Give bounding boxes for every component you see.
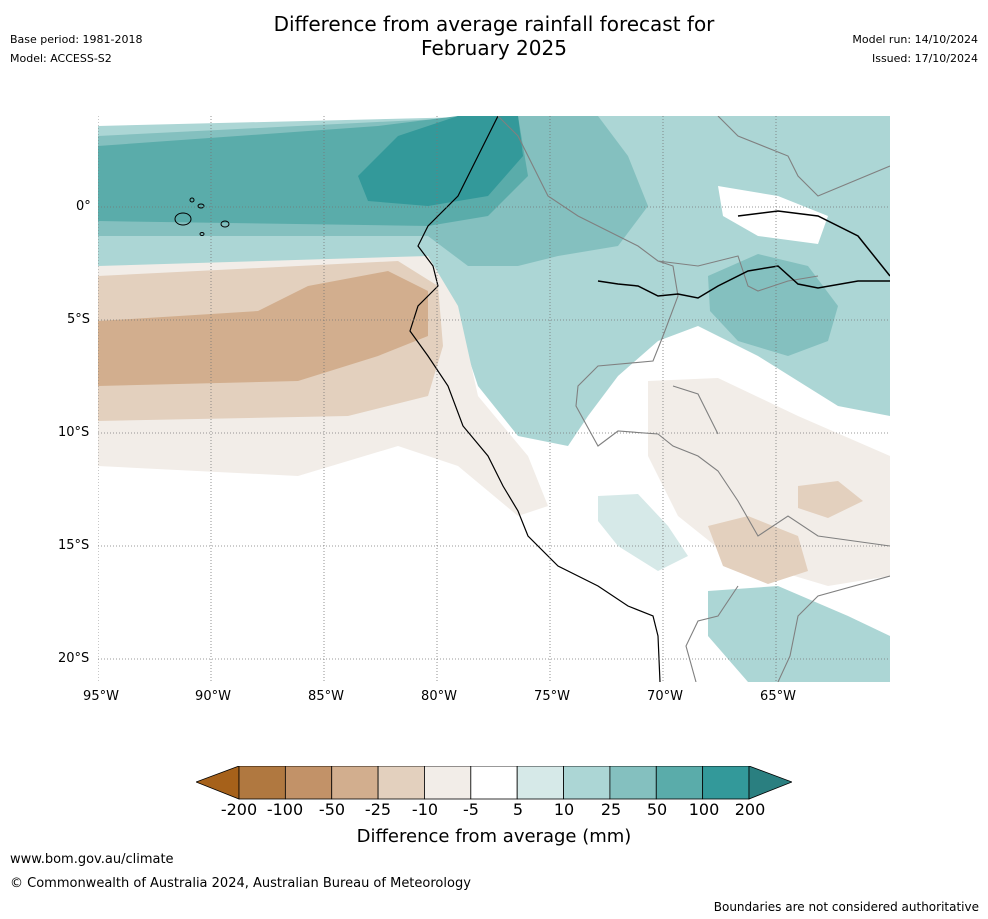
disclaimer: Boundaries are not considered authoritat…	[713, 900, 979, 914]
colorbar-label: Difference from average (mm)	[356, 826, 632, 847]
lat-label-20s: 20°S	[58, 651, 90, 666]
model-label: Model: ACCESS-S2	[10, 52, 112, 65]
wet-south-5mm	[598, 494, 688, 571]
colorbar-extend-low	[196, 766, 240, 800]
galapagos-islands	[174, 197, 230, 236]
lon-label-80w: 80°W	[421, 689, 457, 704]
colorbar-cell	[702, 766, 750, 800]
colorbar-tick-label: 200	[734, 800, 766, 819]
colorbar-tick-label: -10	[411, 800, 439, 819]
colorbar-tick-label: -200	[220, 800, 258, 819]
lon-label-95w: 95°W	[83, 689, 119, 704]
wet-south-10mm	[708, 586, 890, 682]
base-period-label: Base period: 1981-2018	[10, 33, 143, 46]
colorbar-cell	[424, 766, 472, 800]
model-run-label: Model run: 14/10/2024	[852, 33, 978, 46]
colorbar-cell	[284, 766, 333, 800]
lon-label-75w: 75°W	[534, 689, 570, 704]
dry-inland-5mm	[648, 378, 890, 586]
lon-label-90w: 90°W	[195, 689, 231, 704]
wet-inland-white	[718, 186, 828, 244]
colorbar-tick-label: -5	[463, 800, 479, 819]
copyright: © Commonwealth of Australia 2024, Austra…	[10, 876, 471, 891]
rivers	[597, 210, 890, 299]
colorbar-tick-label: 25	[600, 800, 622, 819]
rainfall-anomaly-map	[98, 116, 890, 682]
dry-region-25mm	[98, 271, 428, 386]
colorbar-cell	[563, 766, 611, 800]
colorbar-cell	[377, 766, 425, 800]
lat-label-5s: 5°S	[67, 312, 91, 327]
lat-label-15s: 15°S	[58, 538, 90, 553]
issued-label: Issued: 17/10/2024	[871, 52, 978, 65]
lat-gridlines	[98, 206, 890, 660]
colorbar	[196, 766, 792, 800]
bom-url: www.bom.gov.au/climate	[10, 852, 174, 867]
lon-label-70w: 70°W	[647, 689, 683, 704]
colorbar-cell	[516, 766, 564, 800]
colorbar-tick-label: 10	[553, 800, 575, 819]
dry-inland-10mm-b	[798, 481, 863, 518]
lat-label-10s: 10°S	[58, 425, 90, 440]
lon-label-65w: 65°W	[760, 689, 796, 704]
colorbar-cell	[331, 766, 379, 800]
lon-label-85w: 85°W	[308, 689, 344, 704]
colorbar-tick-label: -50	[318, 800, 346, 819]
dry-inland-10mm	[708, 516, 808, 584]
colorbar-cell	[470, 766, 518, 800]
colorbar-cell	[238, 766, 286, 800]
map-title: Difference from average rainfall forecas…	[0, 12, 988, 60]
colorbar-cell	[655, 766, 704, 800]
colorbar-tick-label: 5	[512, 800, 524, 819]
colorbar-tick-label: 100	[688, 800, 720, 819]
country-borders	[497, 116, 890, 682]
lat-label-0: 0°	[76, 199, 91, 214]
wet-region-100mm	[358, 116, 523, 206]
title-line-1: Difference from average rainfall forecas…	[273, 12, 715, 36]
wet-inland-25mm	[708, 254, 838, 356]
lon-gridlines	[98, 116, 777, 682]
colorbar-tick-label: -100	[266, 800, 304, 819]
colorbar-cell	[609, 766, 657, 800]
colorbar-extend-high	[748, 766, 792, 800]
title-line-2: February 2025	[421, 36, 567, 60]
colorbar-tick-label: 50	[646, 800, 668, 819]
coastline	[409, 116, 661, 682]
colorbar-tick-label: -25	[364, 800, 392, 819]
